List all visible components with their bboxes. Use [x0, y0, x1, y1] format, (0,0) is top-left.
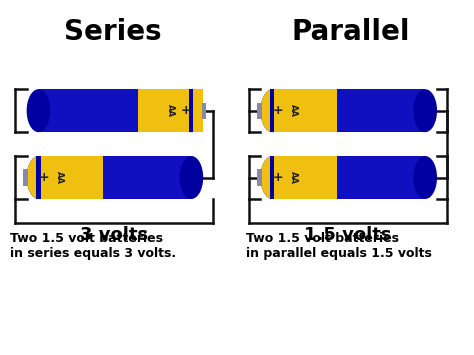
Bar	[38, 89, 191, 132]
Bar	[138, 89, 203, 132]
Text: Series: Series	[64, 18, 161, 46]
Text: +: +	[273, 171, 283, 184]
Text: AA: AA	[55, 171, 64, 184]
Text: AA: AA	[165, 104, 174, 117]
Ellipse shape	[413, 89, 437, 132]
Ellipse shape	[261, 89, 284, 132]
Bar	[257, 103, 262, 119]
Text: 1.5 volts: 1.5 volts	[304, 226, 392, 244]
Bar	[272, 89, 337, 132]
Text: Two 1.5 volt batteries
in series equals 3 volts.: Two 1.5 volt batteries in series equals …	[10, 233, 176, 260]
Ellipse shape	[180, 89, 203, 132]
Bar	[23, 169, 28, 186]
Bar	[38, 156, 191, 199]
Ellipse shape	[261, 156, 284, 199]
Bar	[38, 156, 103, 199]
Bar	[36, 156, 40, 199]
Bar	[189, 89, 193, 132]
Text: Two 1.5 volt batteries
in parallel equals 1.5 volts: Two 1.5 volt batteries in parallel equal…	[246, 233, 432, 260]
Text: AA: AA	[289, 104, 298, 117]
Ellipse shape	[180, 89, 203, 132]
Text: +: +	[180, 104, 191, 117]
Bar	[270, 89, 274, 132]
Ellipse shape	[413, 156, 437, 199]
Ellipse shape	[27, 156, 50, 199]
Text: 3 volts: 3 volts	[80, 226, 148, 244]
Ellipse shape	[261, 156, 284, 199]
Ellipse shape	[261, 89, 284, 132]
Ellipse shape	[27, 89, 50, 132]
Ellipse shape	[180, 156, 203, 199]
Bar	[272, 156, 425, 199]
Bar	[272, 156, 337, 199]
Text: +: +	[39, 171, 50, 184]
Bar	[202, 103, 207, 119]
Bar	[270, 156, 274, 199]
Ellipse shape	[27, 156, 50, 199]
Text: +: +	[273, 104, 283, 117]
Bar	[257, 169, 262, 186]
Text: Parallel: Parallel	[292, 18, 410, 46]
Bar	[272, 89, 425, 132]
Text: AA: AA	[289, 171, 298, 184]
